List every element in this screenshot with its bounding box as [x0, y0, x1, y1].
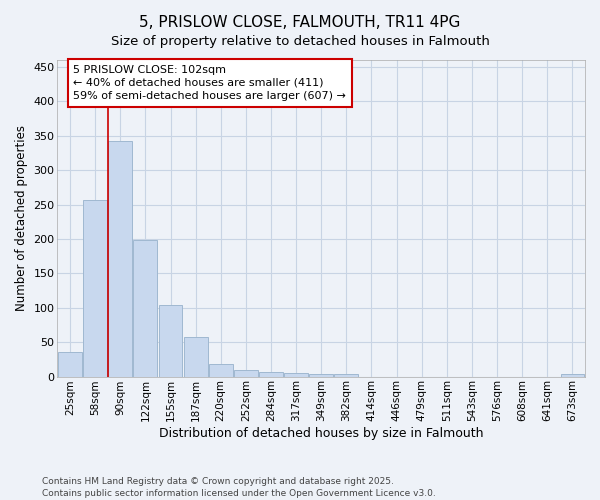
Bar	[560, 374, 584, 376]
Bar	[334, 374, 358, 376]
Bar	[184, 338, 208, 376]
Bar	[83, 200, 107, 376]
Bar	[259, 372, 283, 376]
Text: 5 PRISLOW CLOSE: 102sqm
← 40% of detached houses are smaller (411)
59% of semi-d: 5 PRISLOW CLOSE: 102sqm ← 40% of detache…	[73, 64, 346, 101]
Bar	[158, 305, 182, 376]
X-axis label: Distribution of detached houses by size in Falmouth: Distribution of detached houses by size …	[159, 427, 484, 440]
Bar	[133, 240, 157, 376]
Text: Size of property relative to detached houses in Falmouth: Size of property relative to detached ho…	[110, 35, 490, 48]
Bar	[284, 373, 308, 376]
Bar	[109, 140, 132, 376]
Bar	[309, 374, 333, 376]
Text: 5, PRISLOW CLOSE, FALMOUTH, TR11 4PG: 5, PRISLOW CLOSE, FALMOUTH, TR11 4PG	[139, 15, 461, 30]
Text: Contains HM Land Registry data © Crown copyright and database right 2025.
Contai: Contains HM Land Registry data © Crown c…	[42, 476, 436, 498]
Bar	[58, 352, 82, 376]
Y-axis label: Number of detached properties: Number of detached properties	[15, 126, 28, 312]
Bar	[234, 370, 258, 376]
Bar	[209, 364, 233, 376]
